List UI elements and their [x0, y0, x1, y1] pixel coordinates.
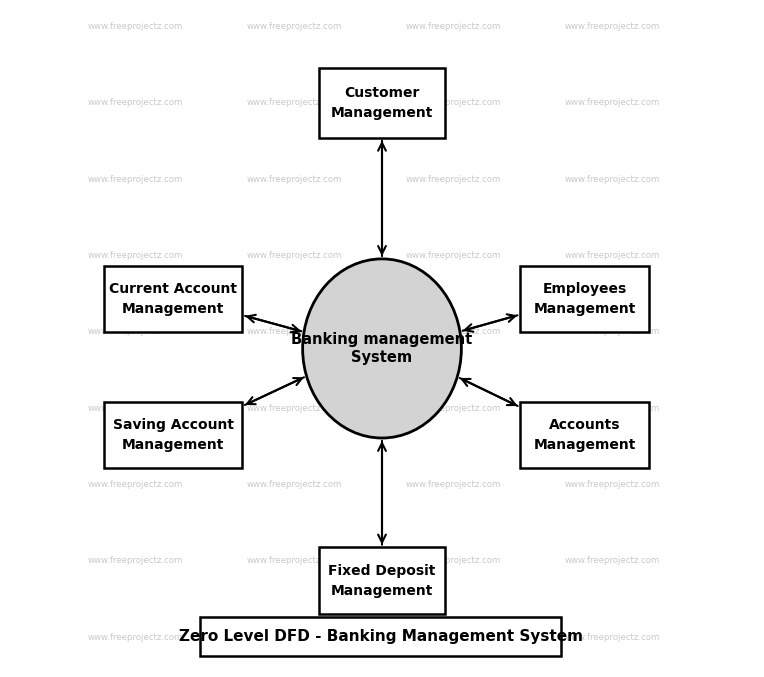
Text: www.freeprojectz.com: www.freeprojectz.com: [247, 175, 342, 183]
Circle shape: [303, 259, 461, 438]
Text: www.freeprojectz.com: www.freeprojectz.com: [565, 328, 659, 336]
Text: Saving Account: Saving Account: [113, 418, 234, 432]
Text: www.freeprojectz.com: www.freeprojectz.com: [88, 556, 183, 565]
Text: www.freeprojectz.com: www.freeprojectz.com: [565, 556, 659, 565]
Text: Management: Management: [331, 106, 433, 120]
Text: Employees: Employees: [542, 282, 627, 296]
Text: www.freeprojectz.com: www.freeprojectz.com: [406, 22, 501, 31]
Text: www.freeprojectz.com: www.freeprojectz.com: [247, 328, 342, 336]
Bar: [319, 68, 445, 138]
Text: www.freeprojectz.com: www.freeprojectz.com: [247, 251, 342, 260]
Bar: [520, 265, 649, 332]
Text: www.freeprojectz.com: www.freeprojectz.com: [565, 98, 659, 108]
Text: Accounts: Accounts: [549, 418, 620, 432]
Text: www.freeprojectz.com: www.freeprojectz.com: [88, 328, 183, 336]
Text: www.freeprojectz.com: www.freeprojectz.com: [565, 480, 659, 489]
Text: www.freeprojectz.com: www.freeprojectz.com: [406, 480, 501, 489]
Text: www.freeprojectz.com: www.freeprojectz.com: [88, 480, 183, 489]
Text: www.freeprojectz.com: www.freeprojectz.com: [247, 632, 342, 642]
Text: www.freeprojectz.com: www.freeprojectz.com: [406, 403, 501, 413]
Bar: [104, 401, 242, 468]
Text: Zero Level DFD - Banking Management System: Zero Level DFD - Banking Management Syst…: [179, 629, 582, 644]
Text: www.freeprojectz.com: www.freeprojectz.com: [406, 328, 501, 336]
Text: www.freeprojectz.com: www.freeprojectz.com: [565, 251, 659, 260]
Text: www.freeprojectz.com: www.freeprojectz.com: [406, 556, 501, 565]
Bar: [319, 548, 445, 614]
Text: www.freeprojectz.com: www.freeprojectz.com: [565, 22, 659, 31]
Text: www.freeprojectz.com: www.freeprojectz.com: [406, 632, 501, 642]
Text: Fixed Deposit: Fixed Deposit: [329, 564, 435, 577]
Text: www.freeprojectz.com: www.freeprojectz.com: [406, 98, 501, 108]
Text: www.freeprojectz.com: www.freeprojectz.com: [406, 251, 501, 260]
Bar: [520, 401, 649, 468]
Bar: [104, 265, 242, 332]
Text: www.freeprojectz.com: www.freeprojectz.com: [247, 480, 342, 489]
Text: www.freeprojectz.com: www.freeprojectz.com: [88, 175, 183, 183]
Text: www.freeprojectz.com: www.freeprojectz.com: [565, 175, 659, 183]
Bar: [199, 617, 562, 655]
Text: www.freeprojectz.com: www.freeprojectz.com: [406, 175, 501, 183]
Text: www.freeprojectz.com: www.freeprojectz.com: [88, 403, 183, 413]
Text: Customer: Customer: [345, 86, 419, 100]
Text: Management: Management: [331, 584, 433, 598]
Text: www.freeprojectz.com: www.freeprojectz.com: [88, 632, 183, 642]
Text: www.freeprojectz.com: www.freeprojectz.com: [247, 403, 342, 413]
Text: www.freeprojectz.com: www.freeprojectz.com: [247, 98, 342, 108]
Text: Management: Management: [533, 437, 636, 452]
Text: Management: Management: [122, 437, 225, 452]
Text: Current Account: Current Account: [109, 282, 238, 296]
Text: www.freeprojectz.com: www.freeprojectz.com: [88, 22, 183, 31]
Text: www.freeprojectz.com: www.freeprojectz.com: [88, 251, 183, 260]
Text: www.freeprojectz.com: www.freeprojectz.com: [565, 632, 659, 642]
Text: www.freeprojectz.com: www.freeprojectz.com: [247, 556, 342, 565]
Text: Management: Management: [533, 302, 636, 315]
Text: www.freeprojectz.com: www.freeprojectz.com: [565, 403, 659, 413]
Text: Management: Management: [122, 302, 225, 315]
Text: www.freeprojectz.com: www.freeprojectz.com: [247, 22, 342, 31]
Text: Banking management
System: Banking management System: [291, 332, 473, 365]
Text: www.freeprojectz.com: www.freeprojectz.com: [88, 98, 183, 108]
